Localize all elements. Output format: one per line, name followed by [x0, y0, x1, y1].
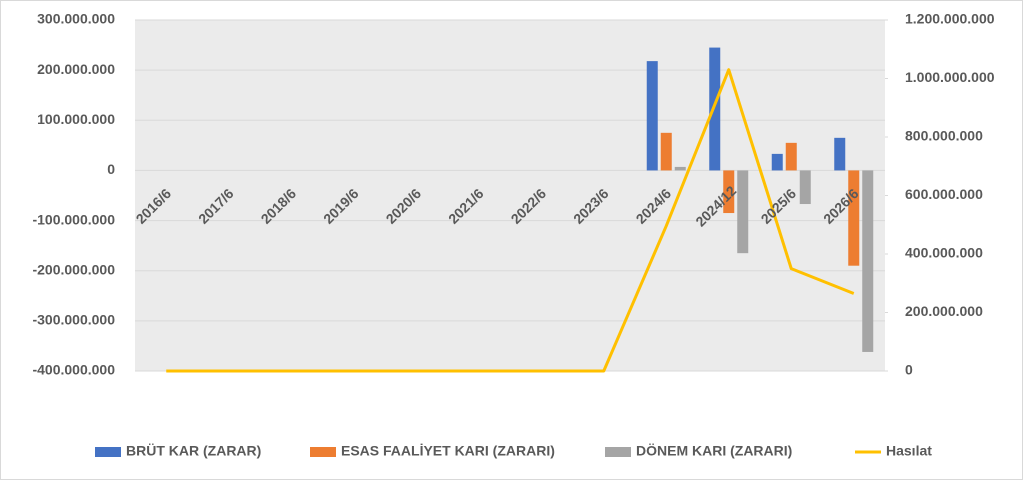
bar: [848, 170, 860, 266]
legend-swatch: [95, 447, 121, 457]
bar: [799, 170, 811, 205]
bar: [785, 142, 797, 171]
y2-tick-label: 1.000.000.000: [905, 69, 995, 85]
bar: [646, 61, 658, 171]
y2-tick-label: 0: [905, 362, 913, 378]
legend-label: ESAS FAALİYET KARI (ZARARI): [341, 443, 555, 459]
line: [166, 68, 855, 373]
legend-label: BRÜT KAR (ZARAR): [126, 443, 261, 459]
bar: [709, 47, 721, 171]
plot-area: [135, 20, 885, 371]
y2-tick-label: 400.000.000: [905, 245, 983, 261]
bar: [771, 153, 783, 171]
y2-tick-label: 200.000.000: [905, 303, 983, 319]
y-tick-label: 0: [107, 161, 115, 177]
y-tick-label: -200.000.000: [32, 261, 115, 277]
y-tick-label: 100.000.000: [37, 111, 115, 127]
bar: [660, 132, 672, 171]
legend-label: DÖNEM KARI (ZARARI): [636, 443, 792, 459]
y2-tick-label: 600.000.000: [905, 186, 983, 202]
bar: [862, 170, 874, 352]
y-tick-label: 200.000.000: [37, 61, 115, 77]
y-tick-label: -300.000.000: [32, 312, 115, 328]
bar: [723, 170, 735, 214]
legend-swatch: [310, 447, 336, 457]
y2-tick-label: 800.000.000: [905, 128, 983, 144]
bar: [834, 137, 846, 171]
bar: [674, 166, 686, 171]
bar: [737, 170, 749, 254]
y2-tick-label: 1.200.000.000: [905, 11, 995, 27]
legend-swatch: [605, 447, 631, 457]
y-tick-label: 300.000.000: [37, 11, 115, 27]
y-tick-label: -100.000.000: [32, 211, 115, 227]
legend-label: Hasılat: [886, 443, 932, 459]
y-tick-label: -400.000.000: [32, 362, 115, 378]
